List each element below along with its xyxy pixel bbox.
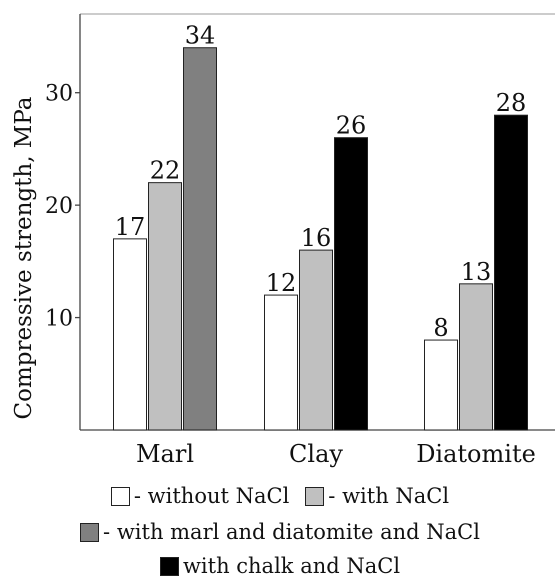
x-category-label: Marl: [136, 440, 194, 468]
legend-swatch-white: [110, 486, 130, 506]
y-tick-label: 10: [45, 307, 73, 332]
bar-diatomite-3: [494, 114, 528, 431]
legend-label: - with NaCl: [328, 484, 450, 508]
legend-swatch-dark-gray: [80, 522, 100, 542]
x-category-label: Clay: [289, 440, 343, 468]
bar-value-label: 22: [150, 157, 181, 185]
bar-marl-3: [183, 47, 217, 431]
bar-value-label: 8: [433, 314, 448, 342]
bar-clay-2: [299, 249, 333, 431]
bar-value-label: 16: [301, 224, 332, 252]
bar-marl-2: [148, 182, 182, 431]
bar-marl-1: [113, 238, 147, 431]
legend-entry-without-nacl: - without NaCl: [110, 484, 290, 508]
legend-swatch-light-gray: [305, 486, 325, 506]
bar-diatomite-2: [459, 283, 493, 431]
x-category-label: Diatomite: [416, 440, 536, 468]
legend-label: - without NaCl: [133, 484, 290, 508]
bar-value-label: 28: [496, 89, 527, 117]
y-tick-label: 20: [45, 194, 73, 219]
legend-row-1: - without NaCl - with NaCl: [0, 483, 560, 509]
legend-label: - with marl and diatomite and NaCl: [103, 520, 480, 544]
bar-value-label: 12: [266, 269, 297, 297]
bar-value-label: 26: [336, 112, 367, 140]
y-tick-label: 30: [45, 82, 73, 107]
y-axis-label: Compressive strength, MPa: [11, 96, 37, 419]
legend-swatch-black: [159, 556, 179, 576]
axes: 10 20 30 Marl Clay Diatomite: [45, 13, 555, 468]
legend-row-3: with chalk and NaCl: [0, 553, 560, 579]
legend-entry-chalk: with chalk and NaCl: [159, 554, 401, 578]
bar-value-label: 17: [115, 213, 146, 241]
bar-clay-1: [264, 294, 298, 431]
legend-entry-marl-diatomite: - with marl and diatomite and NaCl: [80, 521, 480, 543]
bar-diatomite-1: [424, 339, 458, 431]
bars: [113, 47, 528, 431]
bar-value-label: 34: [185, 22, 216, 50]
legend-entry-with-nacl: - with NaCl: [305, 485, 449, 507]
bar-clay-3: [334, 137, 368, 431]
bar-value-label: 13: [461, 258, 492, 286]
legend-label: with chalk and NaCl: [182, 554, 401, 578]
legend-row-2: - with marl and diatomite and NaCl: [0, 519, 560, 545]
